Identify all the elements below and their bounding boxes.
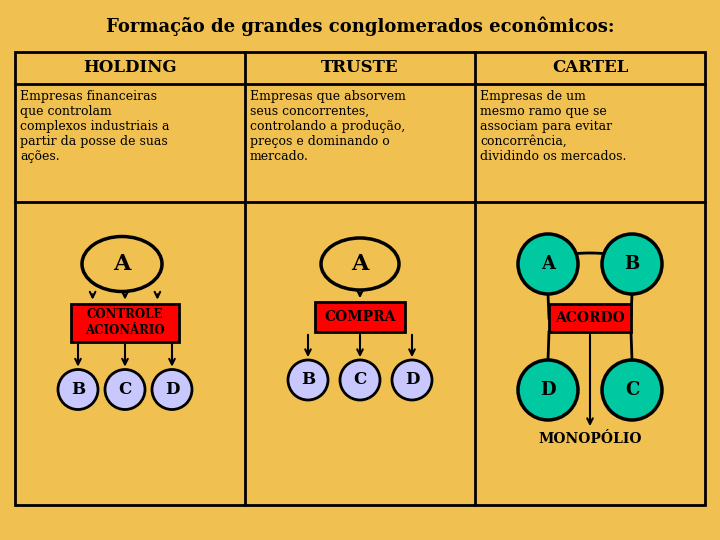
Ellipse shape <box>518 234 578 294</box>
Text: C: C <box>625 381 639 399</box>
Text: C: C <box>354 372 366 388</box>
Ellipse shape <box>82 237 162 292</box>
Text: ACORDO: ACORDO <box>555 311 625 325</box>
Ellipse shape <box>288 360 328 400</box>
Text: B: B <box>301 372 315 388</box>
Text: A: A <box>351 253 369 275</box>
Ellipse shape <box>602 234 662 294</box>
Text: TRUSTE: TRUSTE <box>321 59 399 77</box>
Text: B: B <box>71 381 85 398</box>
Ellipse shape <box>58 369 98 409</box>
Text: Formação de grandes conglomerados econômicos:: Formação de grandes conglomerados econôm… <box>106 16 614 36</box>
Text: D: D <box>540 381 556 399</box>
Text: B: B <box>624 255 639 273</box>
Ellipse shape <box>321 238 399 290</box>
Bar <box>315 302 405 332</box>
Text: CONTROLE
ACIONÁRIO: CONTROLE ACIONÁRIO <box>85 308 165 336</box>
Ellipse shape <box>152 369 192 409</box>
Bar <box>71 303 179 341</box>
Text: CARTEL: CARTEL <box>552 59 628 77</box>
Ellipse shape <box>518 360 578 420</box>
Text: D: D <box>165 381 179 398</box>
Text: Empresas financeiras
que controlam
complexos industriais a
partir da posse de su: Empresas financeiras que controlam compl… <box>20 90 169 163</box>
Text: MONOPÓLIO: MONOPÓLIO <box>539 432 642 446</box>
Text: A: A <box>113 253 131 275</box>
Ellipse shape <box>340 360 380 400</box>
Text: A: A <box>541 255 555 273</box>
Bar <box>549 304 631 332</box>
Text: Empresas que absorvem
seus concorrentes,
controlando a produção,
preços e domina: Empresas que absorvem seus concorrentes,… <box>250 90 406 163</box>
Ellipse shape <box>105 369 145 409</box>
Text: C: C <box>118 381 132 398</box>
Text: Empresas de um
mesmo ramo que se
associam para evitar
concorrência,
dividindo os: Empresas de um mesmo ramo que se associa… <box>480 90 626 163</box>
Bar <box>15 52 705 505</box>
Text: HOLDING: HOLDING <box>84 59 177 77</box>
Ellipse shape <box>602 360 662 420</box>
Text: COMPRA: COMPRA <box>324 310 396 324</box>
Text: D: D <box>405 372 419 388</box>
Ellipse shape <box>392 360 432 400</box>
